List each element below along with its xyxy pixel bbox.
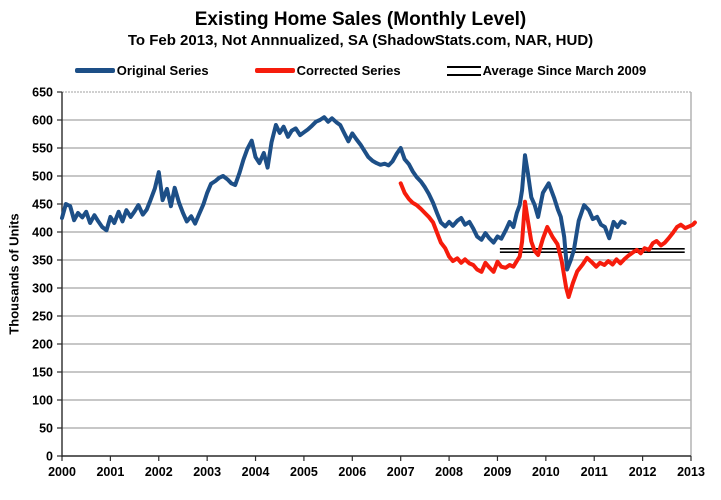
x-tick-label: 2013 <box>677 465 705 479</box>
y-tick-label: 600 <box>32 114 53 128</box>
x-tick-label: 2006 <box>338 465 366 479</box>
y-tick-label: 250 <box>32 310 53 324</box>
legend-item-original-series: Original Series <box>74 63 209 78</box>
y-tick-label: 350 <box>32 254 53 268</box>
x-tick-label: 2000 <box>48 465 76 479</box>
legend-item-average: Average Since March 2009 <box>446 63 647 78</box>
y-tick-label: 150 <box>32 366 53 380</box>
x-tick-label: 2002 <box>145 465 173 479</box>
y-tick-label: 50 <box>39 422 53 436</box>
legend-label: Original Series <box>116 63 209 78</box>
x-tick-label: 2001 <box>96 465 124 479</box>
x-tick-label: 2003 <box>193 465 221 479</box>
series-line-corrected-series <box>398 181 697 299</box>
y-tick-label: 450 <box>32 198 53 212</box>
y-tick-label: 100 <box>32 394 53 408</box>
y-tick-label: 200 <box>32 338 53 352</box>
y-tick-label: 0 <box>46 450 53 464</box>
x-tick-label: 2011 <box>581 465 608 479</box>
x-tick-label: 2004 <box>242 465 270 479</box>
chart-title: Existing Home Sales (Monthly Level) <box>194 9 527 30</box>
average-double-line-icon <box>446 65 481 76</box>
legend-label: Average Since March 2009 <box>482 63 647 78</box>
y-tick-label: 400 <box>32 226 53 240</box>
x-tick-label: 2012 <box>629 465 657 479</box>
x-tick-label: 2005 <box>290 465 318 479</box>
corrected-series-line-icon <box>254 68 295 73</box>
y-tick-label: 650 <box>32 86 53 100</box>
x-tick-label: 2008 <box>435 465 463 479</box>
x-tick-label: 2009 <box>484 465 512 479</box>
chart-legend: Original Series Corrected Series Average… <box>0 63 721 78</box>
series-line-original-series <box>60 115 627 272</box>
legend-item-corrected-series: Corrected Series <box>254 63 401 78</box>
chart-subtitle: To Feb 2013, Not Annnualized, SA (Shadow… <box>127 32 594 49</box>
y-tick-label: 550 <box>32 142 53 156</box>
y-tick-label: 500 <box>32 170 53 184</box>
x-tick-label: 2010 <box>532 465 560 479</box>
x-tick-label: 2007 <box>387 465 415 479</box>
legend-label: Corrected Series <box>296 63 401 78</box>
y-tick-label: 300 <box>32 282 53 296</box>
original-series-line-icon <box>74 68 115 73</box>
